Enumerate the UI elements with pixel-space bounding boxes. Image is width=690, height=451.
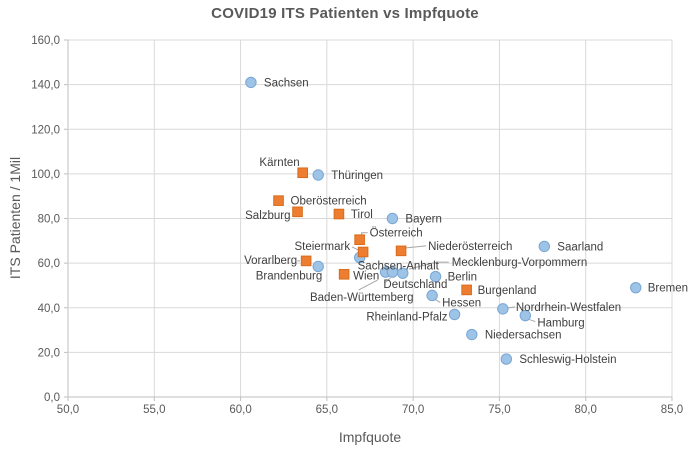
data-label-schleswig-holstein: Schleswig-Holstein (519, 354, 616, 366)
marker-nieder-sterreich (395, 245, 407, 257)
data-label-tirol: Tirol (351, 209, 373, 221)
data-label-k-rnten: Kärnten (259, 157, 299, 169)
data-label-salzburg: Salzburg (245, 210, 290, 222)
data-label-wien: Wien (353, 270, 379, 282)
chart-title: COVID19 ITS Patienten vs Impfquote (211, 5, 479, 22)
y-tick-label: 160,0 (31, 35, 60, 47)
marker-hessen (426, 289, 438, 302)
x-tick-label: 80,0 (575, 404, 597, 416)
x-tick-label: 65,0 (316, 404, 338, 416)
data-label-bremen: Bremen (648, 283, 688, 295)
marker-hamburg (519, 309, 532, 322)
data-label-berlin: Berlin (448, 272, 477, 284)
leader-line--sterreich (361, 232, 368, 235)
data-label--sterreich: Österreich (370, 228, 423, 240)
y-tick-label: 40,0 (38, 303, 60, 315)
y-tick-label: 140,0 (31, 80, 60, 92)
leader-line-deutschland (384, 277, 391, 284)
marker-vorarlberg (300, 255, 312, 267)
data-label-ober-sterreich: Oberösterreich (291, 196, 367, 208)
x-tick-label: 85,0 (661, 404, 683, 416)
marker-brandenburg (312, 260, 324, 273)
leader-line-mecklenburg-vorpommern (408, 261, 449, 270)
marker-tirol (333, 208, 345, 220)
data-label-vorarlberg: Vorarlberg (244, 255, 297, 267)
marker-schleswig-holstein (500, 353, 513, 365)
marker-berlin (429, 270, 442, 283)
data-label-saarland: Saarland (557, 241, 603, 253)
y-tick-label: 120,0 (31, 124, 60, 136)
marker-wien (338, 268, 350, 280)
x-tick-label: 75,0 (488, 404, 510, 416)
y-tick-label: 100,0 (31, 169, 60, 181)
leader-line-steiermark (351, 246, 359, 251)
marker-niedersachsen (466, 328, 478, 341)
data-label-rheinland-pfalz: Rheinland-Pfalz (366, 311, 447, 323)
x-tick-label: 60,0 (229, 404, 251, 416)
x-axis-title: Impfquote (338, 429, 402, 445)
marker-salzburg (292, 206, 303, 218)
marker--sterreich (354, 234, 365, 245)
data-label-nieder-sterreich: Niederösterreich (428, 241, 512, 253)
data-label-sachsen-anhalt: Sachsen-Anhalt (358, 261, 440, 273)
data-label-hessen: Hessen (442, 297, 481, 309)
data-label-niedersachsen: Niedersachsen (485, 330, 562, 342)
marker-saarland (538, 240, 550, 253)
data-label-th-ringen: Thüringen (331, 170, 383, 182)
x-tick-label: 50,0 (57, 404, 79, 416)
leader-line-nordrhein-westfalen (507, 306, 515, 309)
data-label-deutschland: Deutschland (383, 279, 447, 291)
marker-rheinland-pfalz (448, 308, 461, 321)
x-tick-label: 70,0 (402, 404, 424, 416)
marker-bremen (630, 281, 642, 294)
marker-burgenland (461, 284, 472, 296)
data-label-hamburg: Hamburg (537, 318, 584, 330)
marker-sachsen (245, 76, 257, 89)
marker-k-rnten (297, 167, 308, 179)
leader-line-hessen (434, 299, 441, 303)
leader-line-hamburg (529, 319, 536, 323)
leader-line-nieder-sterreich (406, 245, 427, 249)
y-tick-label: 60,0 (38, 258, 60, 270)
y-tick-label: 20,0 (38, 347, 60, 359)
data-label-mecklenburg-vorpommern: Mecklenburg-Vorpommern (452, 257, 588, 269)
x-tick-label: 55,0 (143, 404, 165, 416)
data-label-steiermark: Steiermark (294, 241, 350, 253)
marker-nordrhein-westfalen (497, 303, 509, 315)
data-label-burgenland: Burgenland (478, 285, 537, 297)
data-label-baden-w-rttemberg: Baden-Württemberg (310, 292, 414, 304)
data-label-nordrhein-westfalen: Nordrhein-Westfalen (516, 302, 621, 314)
leader-line-baden-w-rttemberg (358, 279, 378, 291)
data-label-sachsen: Sachsen (264, 77, 309, 89)
data-label-bayern: Bayern (405, 214, 441, 226)
marker-mecklenburg-vorpommern (397, 267, 409, 279)
y-axis-title: ITS Patienten / 1Mil (7, 156, 23, 280)
y-tick-label: 0,0 (44, 392, 60, 404)
data-label-brandenburg: Brandenburg (256, 270, 323, 282)
marker-ober-sterreich (273, 195, 284, 206)
marker-th-ringen (312, 169, 324, 181)
y-tick-label: 80,0 (38, 214, 60, 226)
marker-steiermark (357, 246, 369, 258)
marker-bayern (386, 212, 399, 225)
